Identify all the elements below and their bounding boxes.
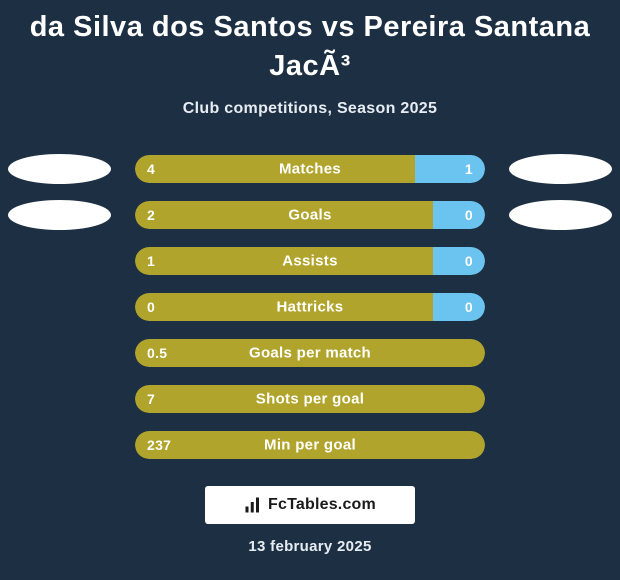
stat-value-left: 7 <box>147 391 155 407</box>
stat-value-right: 1 <box>465 161 473 177</box>
stat-bar-right-segment <box>433 201 486 229</box>
page-subtitle: Club competitions, Season 2025 <box>0 100 620 118</box>
stat-bar: 4 1 Matches <box>135 155 485 183</box>
stat-label: Matches <box>279 161 341 178</box>
stat-bar: 0.5 Goals per match <box>135 339 485 367</box>
stat-bar: 2 0 Goals <box>135 201 485 229</box>
stat-bar-right-segment <box>415 155 485 183</box>
player-right-marker <box>509 154 612 184</box>
date-label: 13 february 2025 <box>0 538 620 555</box>
stat-bar-right-segment <box>433 293 486 321</box>
player-left-marker <box>8 200 111 230</box>
stat-bar: 1 0 Assists <box>135 247 485 275</box>
stat-row: 0.5 Goals per match <box>0 330 620 376</box>
stat-row: 4 1 Matches <box>0 146 620 192</box>
stat-label: Goals <box>288 207 331 224</box>
brand-text: FcTables.com <box>268 496 376 514</box>
stat-value-left: 0.5 <box>147 345 167 361</box>
stat-label: Goals per match <box>249 345 371 362</box>
stat-bar-left-segment <box>135 201 433 229</box>
stat-bar: 237 Min per goal <box>135 431 485 459</box>
stat-value-right: 0 <box>465 253 473 269</box>
stat-value-left: 4 <box>147 161 155 177</box>
stat-label: Min per goal <box>264 437 356 454</box>
stat-label: Shots per goal <box>256 391 364 408</box>
stat-bar-left-segment <box>135 155 415 183</box>
bar-chart-icon <box>244 496 262 514</box>
stat-bar: 0 0 Hattricks <box>135 293 485 321</box>
branding-badge[interactable]: FcTables.com <box>205 486 415 524</box>
stat-row: 7 Shots per goal <box>0 376 620 422</box>
stat-value-left: 237 <box>147 437 171 453</box>
stat-row: 0 0 Hattricks <box>0 284 620 330</box>
stat-value-left: 1 <box>147 253 155 269</box>
stat-value-right: 0 <box>465 299 473 315</box>
player-left-marker <box>8 154 111 184</box>
stat-row: 1 0 Assists <box>0 238 620 284</box>
stat-bar: 7 Shots per goal <box>135 385 485 413</box>
stat-value-left: 2 <box>147 207 155 223</box>
page-title: da Silva dos Santos vs Pereira Santana J… <box>0 0 620 86</box>
stat-value-left: 0 <box>147 299 155 315</box>
stat-label: Hattricks <box>277 299 344 316</box>
stat-bar-right-segment <box>433 247 486 275</box>
stat-label: Assists <box>282 253 337 270</box>
stat-value-right: 0 <box>465 207 473 223</box>
comparison-rows: 4 1 Matches 2 0 Goals 1 0 Assists 0 0 Hattricks 0.5 G… <box>0 146 620 468</box>
stat-row: 237 Min per goal <box>0 422 620 468</box>
player-right-marker <box>509 200 612 230</box>
stat-row: 2 0 Goals <box>0 192 620 238</box>
